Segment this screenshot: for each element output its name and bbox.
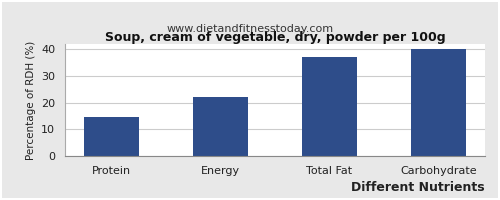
X-axis label: Different Nutrients: Different Nutrients	[352, 181, 485, 194]
Y-axis label: Percentage of RDH (%): Percentage of RDH (%)	[26, 40, 36, 160]
Bar	[302, 57, 357, 156]
Title: Soup, cream of vegetable, dry, powder per 100g: Soup, cream of vegetable, dry, powder pe…	[104, 31, 446, 44]
Text: www.dietandfitnesstoday.com: www.dietandfitnesstoday.com	[166, 24, 334, 34]
Bar	[84, 117, 138, 156]
Bar	[412, 49, 466, 156]
Bar	[193, 97, 248, 156]
